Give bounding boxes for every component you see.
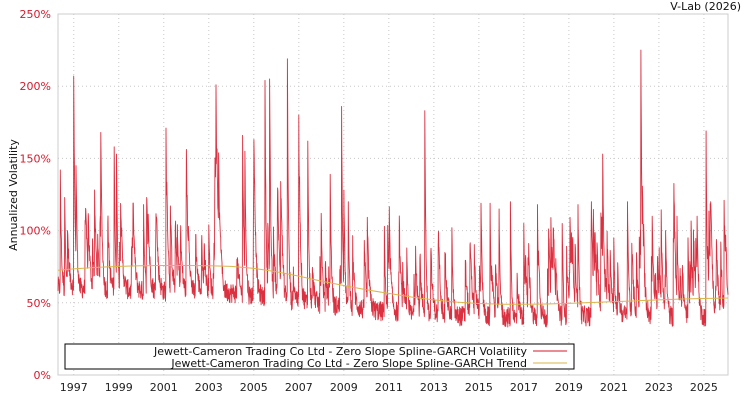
y-tick-label: 250% <box>20 8 51 21</box>
x-tick-label: 2023 <box>645 381 673 394</box>
plot-area <box>57 49 729 328</box>
plot-frame <box>57 13 729 376</box>
x-tick-label: 2017 <box>510 381 538 394</box>
trend-series-line <box>57 265 729 305</box>
y-axis-ticks: 0% 50% 100% 150% 200% 250% <box>20 8 51 382</box>
x-tick-label: 2021 <box>600 381 628 394</box>
x-tick-label: 2009 <box>330 381 358 394</box>
x-axis-ticks: 1997 1999 2001 2003 2005 2007 2009 2011 2013 2015… <box>60 381 718 394</box>
y-tick-label: 150% <box>20 152 51 165</box>
y-tick-label: 200% <box>20 80 51 93</box>
grid-lines <box>58 14 728 375</box>
x-tick-label: 2003 <box>195 381 223 394</box>
y-tick-label: 100% <box>20 225 51 238</box>
y-tick-label: 0% <box>34 369 51 382</box>
legend-box <box>64 343 575 370</box>
x-tick-label: 1999 <box>105 381 133 394</box>
x-tick-label: 2007 <box>285 381 313 394</box>
legend-label-trend: Jewett-Cameron Trading Co Ltd - Zero Slo… <box>170 357 527 370</box>
x-tick-label: 2015 <box>465 381 493 394</box>
x-tick-label: 2011 <box>375 381 403 394</box>
y-axis-label: Annualized Volatility <box>7 139 20 251</box>
x-tick-label: 2005 <box>240 381 268 394</box>
volatility-series-line <box>57 49 729 328</box>
x-tick-label: 2019 <box>555 381 583 394</box>
x-tick-label: 2001 <box>150 381 178 394</box>
y-tick-label: 50% <box>27 297 51 310</box>
x-tick-label: 2025 <box>690 381 718 394</box>
legend-label-volatility: Jewett-Cameron Trading Co Ltd - Zero Slo… <box>153 345 528 358</box>
credit-label: V-Lab (2026) <box>670 0 741 13</box>
x-tick-label: 1997 <box>60 381 88 394</box>
x-tick-label: 2013 <box>420 381 448 394</box>
legend: Jewett-Cameron Trading Co Ltd - Zero Slo… <box>64 343 575 370</box>
